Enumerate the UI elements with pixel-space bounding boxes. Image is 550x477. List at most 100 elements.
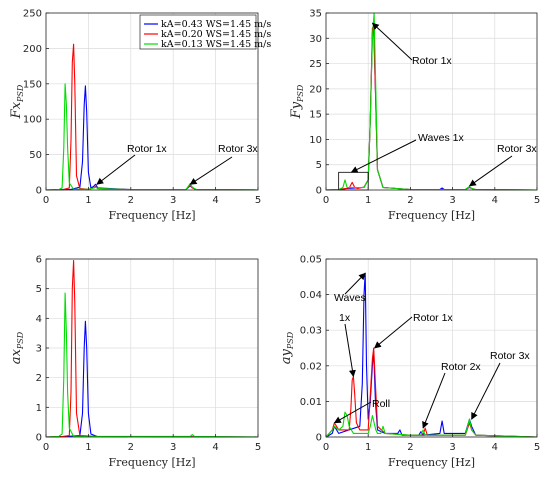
series-line-fy-2 <box>325 12 538 191</box>
panel-ax: 0 1 2 3 4 5 0 1 2 3 4 5 6 Frequency [Hz] axPSD <box>9 255 261 470</box>
x-axis-label: Frequency [Hz] <box>109 456 196 469</box>
legend: kA=0.43 WS=1.45 m/skA=0.20 WS=1.45 m/skA… <box>139 14 271 50</box>
annotation-arrow <box>189 156 233 185</box>
x-tick-label: 0 <box>43 195 49 206</box>
y-axis-label: ayPSD <box>279 331 295 364</box>
legend-entry: kA=0.43 WS=1.45 m/s <box>161 19 271 30</box>
annotation-arrow <box>471 362 501 420</box>
y-tick-label: 35 <box>309 9 322 20</box>
x-tick-label: 3 <box>170 442 176 453</box>
y-tick-label: 0.03 <box>300 326 322 337</box>
x-tick-label: 0 <box>43 442 49 453</box>
legend-entry: kA=0.20 WS=1.45 m/s <box>161 29 271 40</box>
y-tick-label: 0.02 <box>300 361 322 372</box>
x-tick-label: 2 <box>128 442 134 453</box>
y-axis-label: FyPSD <box>289 84 305 119</box>
annotation-label: Rotor 1x <box>412 55 452 67</box>
y-tick-label: 0 <box>316 433 322 444</box>
panel-ay: 0 1 2 3 4 5 0 0.01 0.02 0.03 0.04 0.05 Frequency [Hz… <box>279 255 540 470</box>
annotation-label: Waves 1x <box>418 132 464 144</box>
x-axis-label: Frequency [Hz] <box>388 456 475 469</box>
y-tick-label: 200 <box>23 44 42 55</box>
x-tick-label: 5 <box>255 442 261 453</box>
x-tick-label: 4 <box>212 442 218 453</box>
annotation-label: 1x <box>339 312 351 324</box>
legend-box <box>139 14 257 50</box>
series-line-fx-2 <box>45 83 259 191</box>
y-axis-label: axPSD <box>9 331 25 364</box>
y-tick-label: 5 <box>36 284 42 295</box>
y-tick-label: 20 <box>309 84 322 95</box>
y-tick-label: 6 <box>36 255 42 266</box>
series-line-ay-2 <box>325 411 538 438</box>
y-tick-label: 0.04 <box>300 290 322 301</box>
y-tick-label: 4 <box>36 314 42 325</box>
x-axis-label: Frequency [Hz] <box>109 209 196 222</box>
annotation-arrow <box>468 155 513 187</box>
series-line-fx-1 <box>45 43 259 191</box>
axes-frame <box>325 12 538 191</box>
series-line-ax-2 <box>45 292 259 438</box>
y-tick-label: 10 <box>309 135 322 146</box>
annotation-label: Rotor 3x <box>497 143 537 155</box>
y-tick-label: 250 <box>23 9 42 20</box>
annotation-arrow <box>373 316 413 349</box>
y-tick-label: 5 <box>316 160 322 171</box>
annotation-label: Rotor 1x <box>413 312 453 324</box>
y-tick-label: 0 <box>36 186 42 197</box>
x-tick-label: 5 <box>534 442 540 453</box>
legend-entry: kA=0.13 WS=1.45 m/s <box>161 39 271 50</box>
x-tick-label: 5 <box>255 195 261 206</box>
x-tick-label: 2 <box>128 195 134 206</box>
x-tick-label: 3 <box>170 195 176 206</box>
series-line-fx-0 <box>45 85 259 191</box>
annotation-arrow <box>371 22 413 61</box>
y-tick-label: 2 <box>36 373 42 384</box>
y-axis-label: FxPSD <box>9 84 25 119</box>
y-tick-label: 30 <box>309 34 322 45</box>
panel-fy: 0 1 2 3 4 5 0 5 10 15 20 25 30 35 Frequency [Hz] FyPSD R… <box>289 9 540 223</box>
annotation-arrow <box>350 139 417 173</box>
y-tick-label: 0.05 <box>300 255 322 266</box>
x-tick-label: 1 <box>365 195 371 206</box>
x-axis-label: Frequency [Hz] <box>388 209 475 222</box>
y-tick-label: 100 <box>23 115 42 126</box>
annotation-arrow <box>96 154 136 185</box>
annotation-label: Waves <box>334 292 366 304</box>
axes-frame <box>325 258 538 438</box>
y-tick-label: 1 <box>36 403 42 414</box>
y-tick-label: 0 <box>316 186 322 197</box>
x-tick-label: 1 <box>85 195 91 206</box>
x-tick-label: 1 <box>365 442 371 453</box>
annotation-arrow <box>344 272 366 295</box>
y-tick-label: 50 <box>29 150 42 161</box>
series-line-fy-0 <box>325 27 538 191</box>
annotation-arrow <box>333 401 372 424</box>
y-tick-label: 0.01 <box>300 397 322 408</box>
y-tick-label: 25 <box>309 59 322 70</box>
x-tick-label: 4 <box>492 195 498 206</box>
annotation-label: Rotor 3x <box>218 143 258 155</box>
y-tick-label: 150 <box>23 79 42 90</box>
annotation-label: Rotor 1x <box>127 143 167 155</box>
x-tick-label: 0 <box>323 442 329 453</box>
series-line-ax-0 <box>45 320 259 438</box>
x-tick-label: 4 <box>492 442 498 453</box>
axes-frame <box>45 12 259 191</box>
y-tick-label: 0 <box>36 433 42 444</box>
x-tick-label: 5 <box>534 195 540 206</box>
annotation-label: Rotor 3x <box>490 350 530 362</box>
x-tick-label: 4 <box>212 195 218 206</box>
y-tick-label: 15 <box>309 110 322 121</box>
x-tick-label: 3 <box>449 442 455 453</box>
x-tick-label: 1 <box>85 442 91 453</box>
x-tick-label: 3 <box>449 195 455 206</box>
x-tick-label: 0 <box>323 195 329 206</box>
y-tick-label: 3 <box>36 344 42 355</box>
series-line-fy-1 <box>325 25 538 191</box>
annotation-arrow <box>422 372 446 429</box>
annotation-arrow <box>344 323 356 378</box>
annotation-label: Roll <box>372 398 390 410</box>
